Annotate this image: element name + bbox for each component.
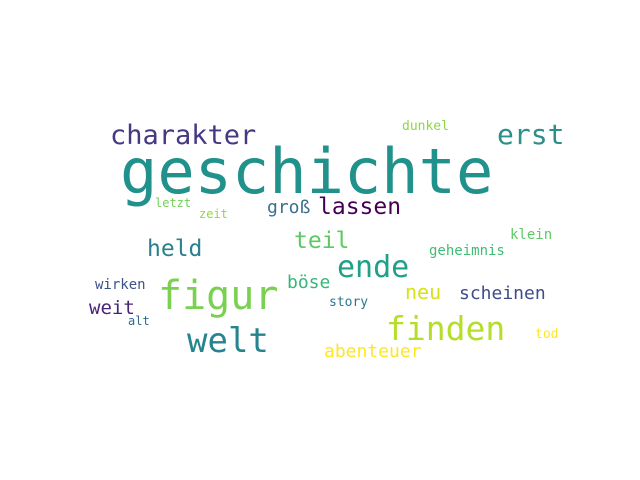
word-charakter: charakter xyxy=(110,120,257,151)
word-story: story xyxy=(329,295,369,310)
word-teil: teil xyxy=(294,228,350,254)
word-tod: tod xyxy=(535,327,559,342)
word-boese: böse xyxy=(287,272,331,293)
word-abenteuer: abenteuer xyxy=(324,341,422,362)
word-held: held xyxy=(147,236,203,262)
word-welt: welt xyxy=(187,321,269,361)
word-erst: erst xyxy=(497,118,565,151)
word-letzt: letzt xyxy=(155,196,192,210)
word-klein: klein xyxy=(510,227,553,243)
word-ende: ende xyxy=(337,250,410,285)
word-lassen: lassen xyxy=(318,194,402,220)
word-gross: groß xyxy=(267,197,311,218)
word-weit: weit xyxy=(89,297,135,319)
word-wirken: wirken xyxy=(95,277,146,293)
word-neu: neu xyxy=(405,280,442,304)
word-alt: alt xyxy=(128,314,150,328)
word-finden: finden xyxy=(386,309,506,348)
word-scheinen: scheinen xyxy=(459,283,546,304)
word-geschichte: geschichte xyxy=(120,135,494,208)
word-dunkel: dunkel xyxy=(402,119,449,134)
word-zeit: zeit xyxy=(199,207,228,221)
word-figur: figur xyxy=(158,273,279,319)
word-geheimnis: geheimnis xyxy=(429,243,505,259)
